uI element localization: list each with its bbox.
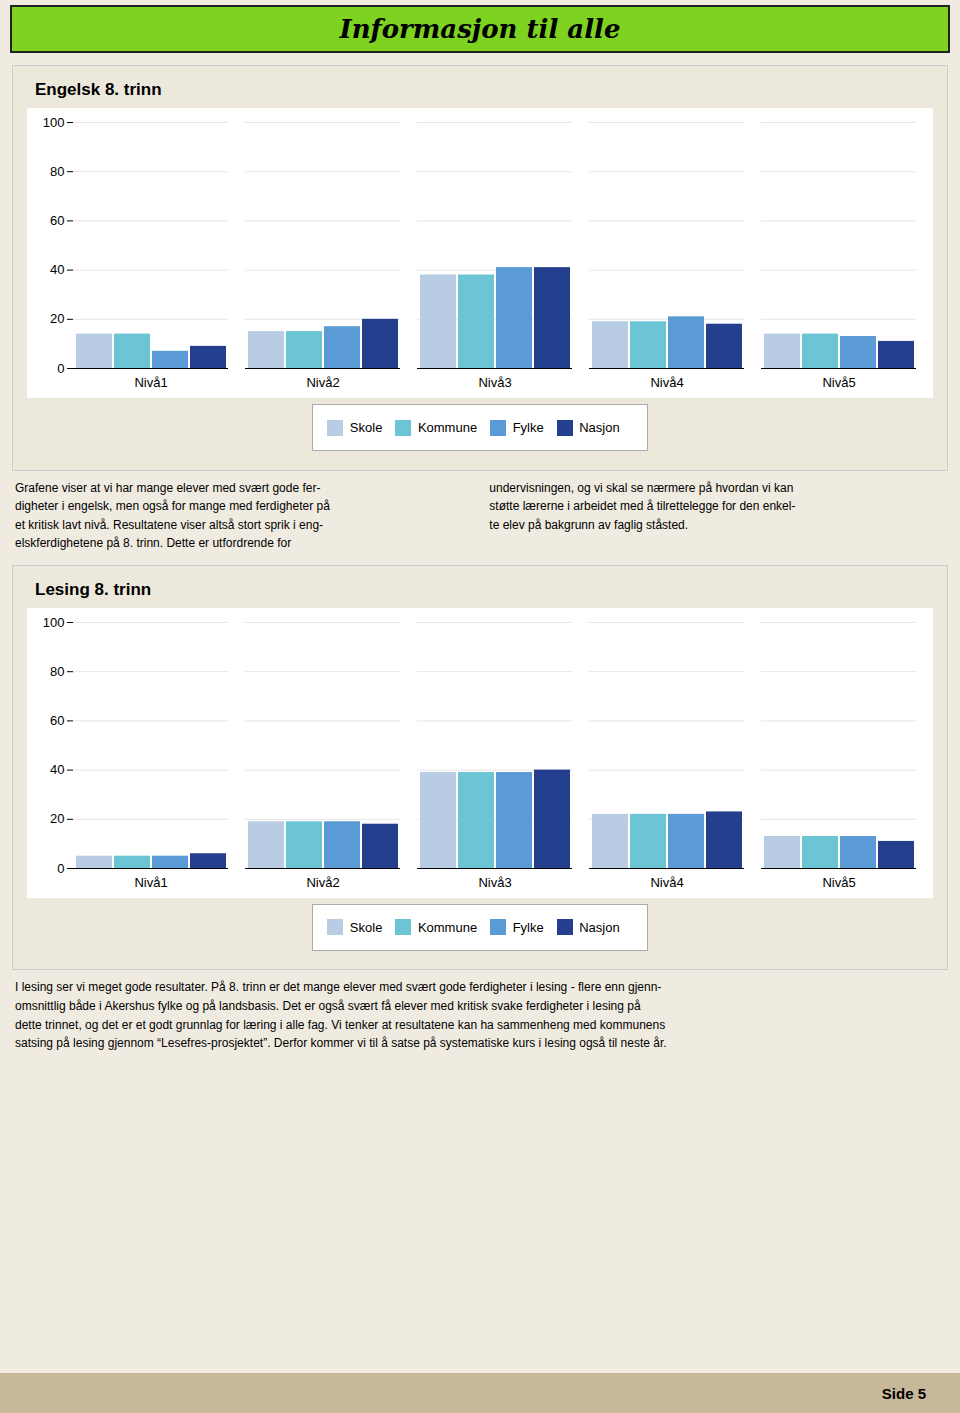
svg-text:Nivå1: Nivå1 [134, 375, 167, 390]
svg-text:Nivå1: Nivå1 [134, 875, 167, 890]
svg-text:0: 0 [57, 361, 64, 376]
svg-text:40: 40 [50, 762, 64, 777]
html-text:Lesing 8. trinn: Lesing 8. trinn [35, 579, 152, 599]
svg-text:Nivå4: Nivå4 [650, 375, 683, 390]
html-text:satsing på lesing gjennom “Les: satsing på lesing gjennom “Lesefres-pros… [15, 1036, 667, 1051]
svg-text:60: 60 [50, 213, 64, 228]
html-text:Engelsk 8. trinn: Engelsk 8. trinn [35, 80, 162, 99]
svg-text:Nivå2: Nivå2 [306, 375, 339, 390]
html-text:Kommune: Kommune [417, 420, 478, 435]
html-text:Kommune: Kommune [417, 919, 478, 935]
svg-text:20: 20 [50, 811, 64, 826]
html-text:Grafene viser at vi har mange: Grafene viser at vi har mange elever med… [15, 480, 330, 551]
html-text:Skole: Skole [349, 420, 383, 435]
html-text:Skole: Skole [349, 919, 383, 935]
svg-text:Nivå2: Nivå2 [306, 875, 339, 890]
svg-text:20: 20 [50, 311, 64, 326]
html-text:dette trinnet, og det er et go: dette trinnet, og det er et godt grunnla… [15, 1017, 666, 1032]
html-text:Informasjon til alle: Informasjon til alle [339, 14, 621, 44]
svg-text:100: 100 [43, 615, 65, 630]
svg-text:40: 40 [50, 262, 64, 277]
svg-text:80: 80 [50, 664, 64, 679]
svg-text:Nivå3: Nivå3 [478, 875, 511, 890]
svg-text:Nivå5: Nivå5 [822, 375, 855, 390]
svg-text:Nivå3: Nivå3 [478, 375, 511, 390]
html-text:Side 5: Side 5 [881, 1384, 926, 1402]
html-text:Nasjon: Nasjon [579, 919, 620, 935]
svg-text:80: 80 [50, 164, 64, 179]
svg-text:Nivå5: Nivå5 [822, 875, 855, 890]
html-text:I lesing ser vi meget gode res: I lesing ser vi meget gode resultater. P… [15, 980, 662, 995]
html-text:Fylke: Fylke [512, 420, 544, 435]
svg-text:60: 60 [50, 713, 64, 728]
html-text:Fylke: Fylke [512, 919, 544, 935]
svg-text:Nivå4: Nivå4 [650, 875, 683, 890]
svg-text:100: 100 [43, 115, 65, 130]
svg-text:0: 0 [57, 861, 64, 876]
html-text:omsnittlig både i Akershus fyl: omsnittlig både i Akershus fylke og på l… [15, 999, 641, 1013]
html-text:undervisningen, og vi skal se: undervisningen, og vi skal se nærmere på… [489, 480, 796, 532]
html-text:Nasjon: Nasjon [579, 420, 620, 435]
